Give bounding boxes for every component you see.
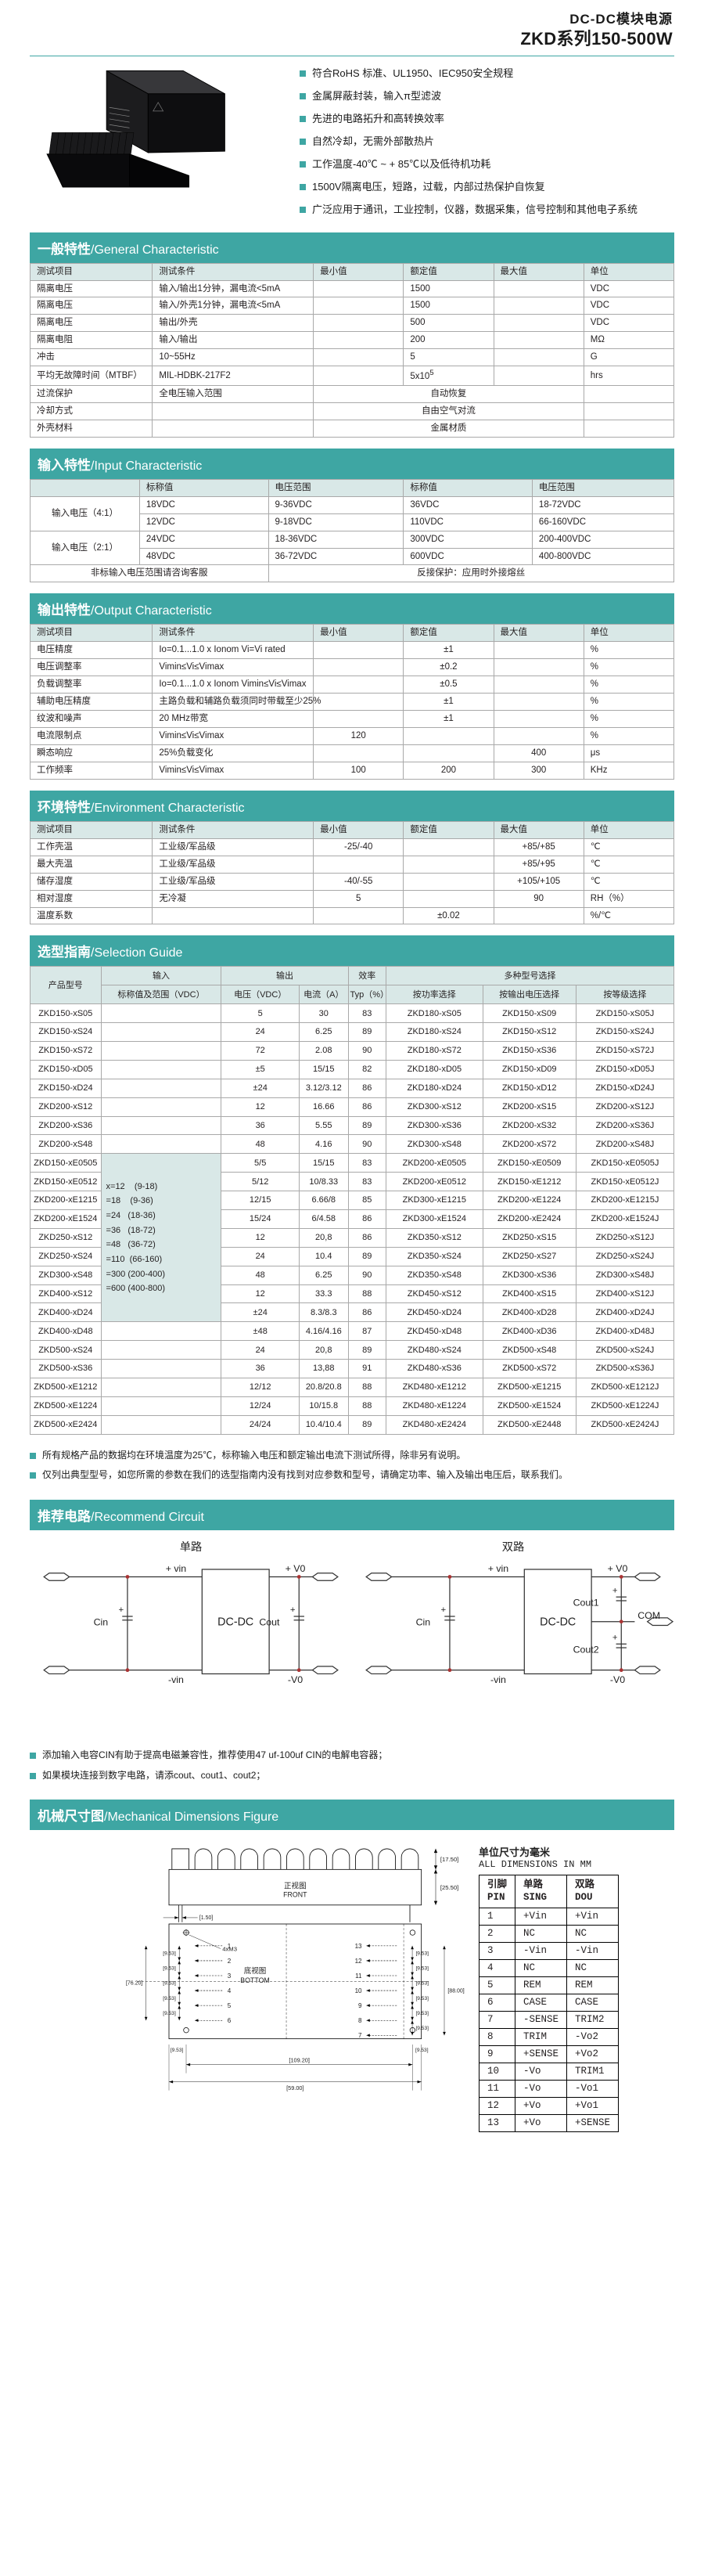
svg-text:[9.53]: [9.53]	[415, 1951, 429, 1957]
svg-text:[9.53]: [9.53]	[415, 1996, 429, 2001]
svg-text:[9.53]: [9.53]	[415, 1966, 429, 1972]
svg-text:-vin: -vin	[168, 1674, 184, 1685]
svg-text:12: 12	[355, 1958, 362, 1965]
svg-text:BOTTOM: BOTTOM	[240, 1976, 269, 1984]
svg-text:+ V0: + V0	[286, 1563, 306, 1574]
svg-text:[9.53]: [9.53]	[415, 2026, 429, 2031]
svg-text:11: 11	[355, 1973, 362, 1980]
svg-text:10: 10	[355, 1987, 362, 1994]
svg-text:-vin: -vin	[490, 1674, 506, 1685]
svg-text:7: 7	[358, 2032, 362, 2039]
svg-text:Cout: Cout	[259, 1616, 280, 1627]
svg-text:[25.50]: [25.50]	[440, 1884, 459, 1891]
svg-text:[17.50]: [17.50]	[440, 1856, 459, 1863]
svg-text:6: 6	[228, 2017, 232, 2024]
svg-text:DC-DC: DC-DC	[217, 1616, 253, 1628]
svg-text:[9.53]: [9.53]	[163, 1951, 176, 1957]
svg-text:[9.53]: [9.53]	[163, 1996, 176, 2001]
svg-text:8: 8	[358, 2017, 362, 2024]
svg-text:[88.00]: [88.00]	[447, 1988, 464, 1994]
svg-text:+: +	[441, 1605, 447, 1615]
svg-text:[1.50]: [1.50]	[199, 1915, 213, 1921]
svg-text:[9.53]: [9.53]	[163, 2011, 176, 2016]
svg-text:3: 3	[228, 1973, 232, 1980]
svg-text:5: 5	[228, 2002, 232, 2009]
svg-text:+ vin: + vin	[166, 1563, 187, 1574]
svg-text:+ vin: + vin	[488, 1563, 509, 1574]
svg-text:+: +	[119, 1605, 124, 1615]
svg-text:[59.00]: [59.00]	[286, 2084, 304, 2091]
svg-text:2: 2	[228, 1958, 232, 1965]
svg-text:DC-DC: DC-DC	[540, 1616, 576, 1628]
svg-text:Cout1: Cout1	[573, 1598, 599, 1609]
svg-text:[9.53]: [9.53]	[415, 2011, 429, 2016]
svg-text:COM: COM	[638, 1610, 660, 1621]
svg-text:Cin: Cin	[416, 1616, 431, 1627]
svg-text:正视图: 正视图	[284, 1882, 307, 1891]
svg-text:[9.53]: [9.53]	[171, 2048, 184, 2053]
svg-text:[9.53]: [9.53]	[163, 1981, 176, 1987]
svg-text:+ V0: + V0	[608, 1563, 628, 1574]
svg-text:双路: 双路	[502, 1540, 525, 1554]
svg-text:[9.53]: [9.53]	[415, 1981, 429, 1987]
svg-text:Cout2: Cout2	[573, 1645, 599, 1655]
svg-text:底视图: 底视图	[244, 1966, 267, 1976]
svg-text:-V0: -V0	[610, 1674, 625, 1685]
svg-text:13: 13	[355, 1943, 362, 1950]
svg-text:单路: 单路	[180, 1540, 203, 1554]
svg-text:[109.20]: [109.20]	[289, 2057, 310, 2064]
svg-text:+: +	[612, 1586, 618, 1595]
svg-text:[9.53]: [9.53]	[415, 2048, 429, 2053]
svg-text:[9.53]: [9.53]	[163, 1966, 176, 1972]
svg-text:+: +	[612, 1633, 618, 1642]
svg-text:[76.20]: [76.20]	[126, 1981, 142, 1987]
svg-text:+: +	[290, 1605, 296, 1615]
svg-text:-V0: -V0	[288, 1674, 303, 1685]
svg-text:9: 9	[358, 2002, 362, 2009]
svg-text:4: 4	[228, 1987, 232, 1994]
svg-text:Cin: Cin	[94, 1616, 109, 1627]
svg-text:FRONT: FRONT	[283, 1891, 307, 1899]
svg-text:1: 1	[228, 1943, 232, 1950]
